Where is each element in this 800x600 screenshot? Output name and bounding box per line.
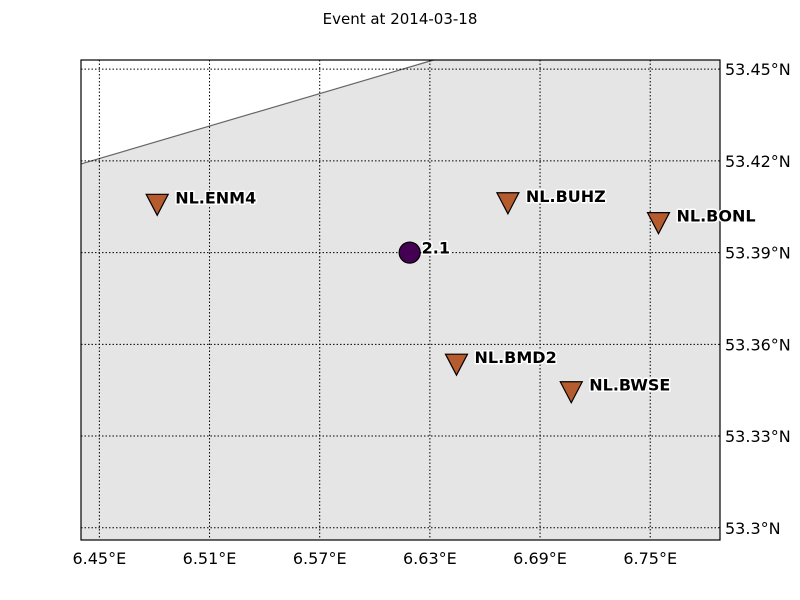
- x-tick-label: 6.69°E: [513, 549, 567, 568]
- station-triangle-icon: [646, 212, 671, 235]
- station-triangle-icon: [495, 192, 520, 216]
- map-frame: [80, 59, 721, 541]
- map-markers: NL.ENM4 NL.BUHZ NL.BONL NL.BMD2 NL.BWSE 2.1: [145, 185, 757, 405]
- station-label: NL.BONL: [676, 207, 755, 226]
- x-tick-label: 6.51°E: [183, 549, 237, 568]
- station-triangle-icon: [444, 353, 469, 377]
- x-tick-label: 6.75°E: [623, 549, 677, 568]
- station-triangle-icon: [145, 193, 170, 217]
- y-tick-label: 53.33°N: [725, 427, 791, 446]
- station-triangle-icon: [559, 381, 584, 405]
- event-magnitude-label: 2.1: [422, 239, 450, 258]
- y-tick-label: 53.3°N: [725, 519, 781, 538]
- station-label: NL.BUHZ: [526, 187, 606, 206]
- event-marker: [398, 241, 421, 264]
- y-tick-label: 53.45°N: [725, 60, 791, 79]
- y-tick-label: 53.36°N: [725, 335, 791, 354]
- y-tick-label: 53.42°N: [725, 152, 791, 171]
- coastline: [80, 59, 434, 165]
- x-tick-label: 6.57°E: [293, 549, 347, 568]
- land-area: [81, 60, 720, 540]
- map-title: Event at 2014-03-18: [323, 10, 478, 28]
- x-tick-label: 6.63°E: [403, 549, 457, 568]
- station-label: NL.ENM4: [175, 188, 256, 207]
- y-tick-label: 53.39°N: [725, 244, 791, 263]
- station-label: NL.BWSE: [589, 376, 670, 395]
- axis-ticks: 6.45°E 6.51°E 6.57°E 6.63°E 6.69°E 6.75°E 53.3…: [72, 60, 790, 568]
- x-tick-label: 6.45°E: [72, 549, 126, 568]
- map-plot-area: [80, 59, 721, 541]
- station-label: NL.BMD2: [475, 348, 557, 367]
